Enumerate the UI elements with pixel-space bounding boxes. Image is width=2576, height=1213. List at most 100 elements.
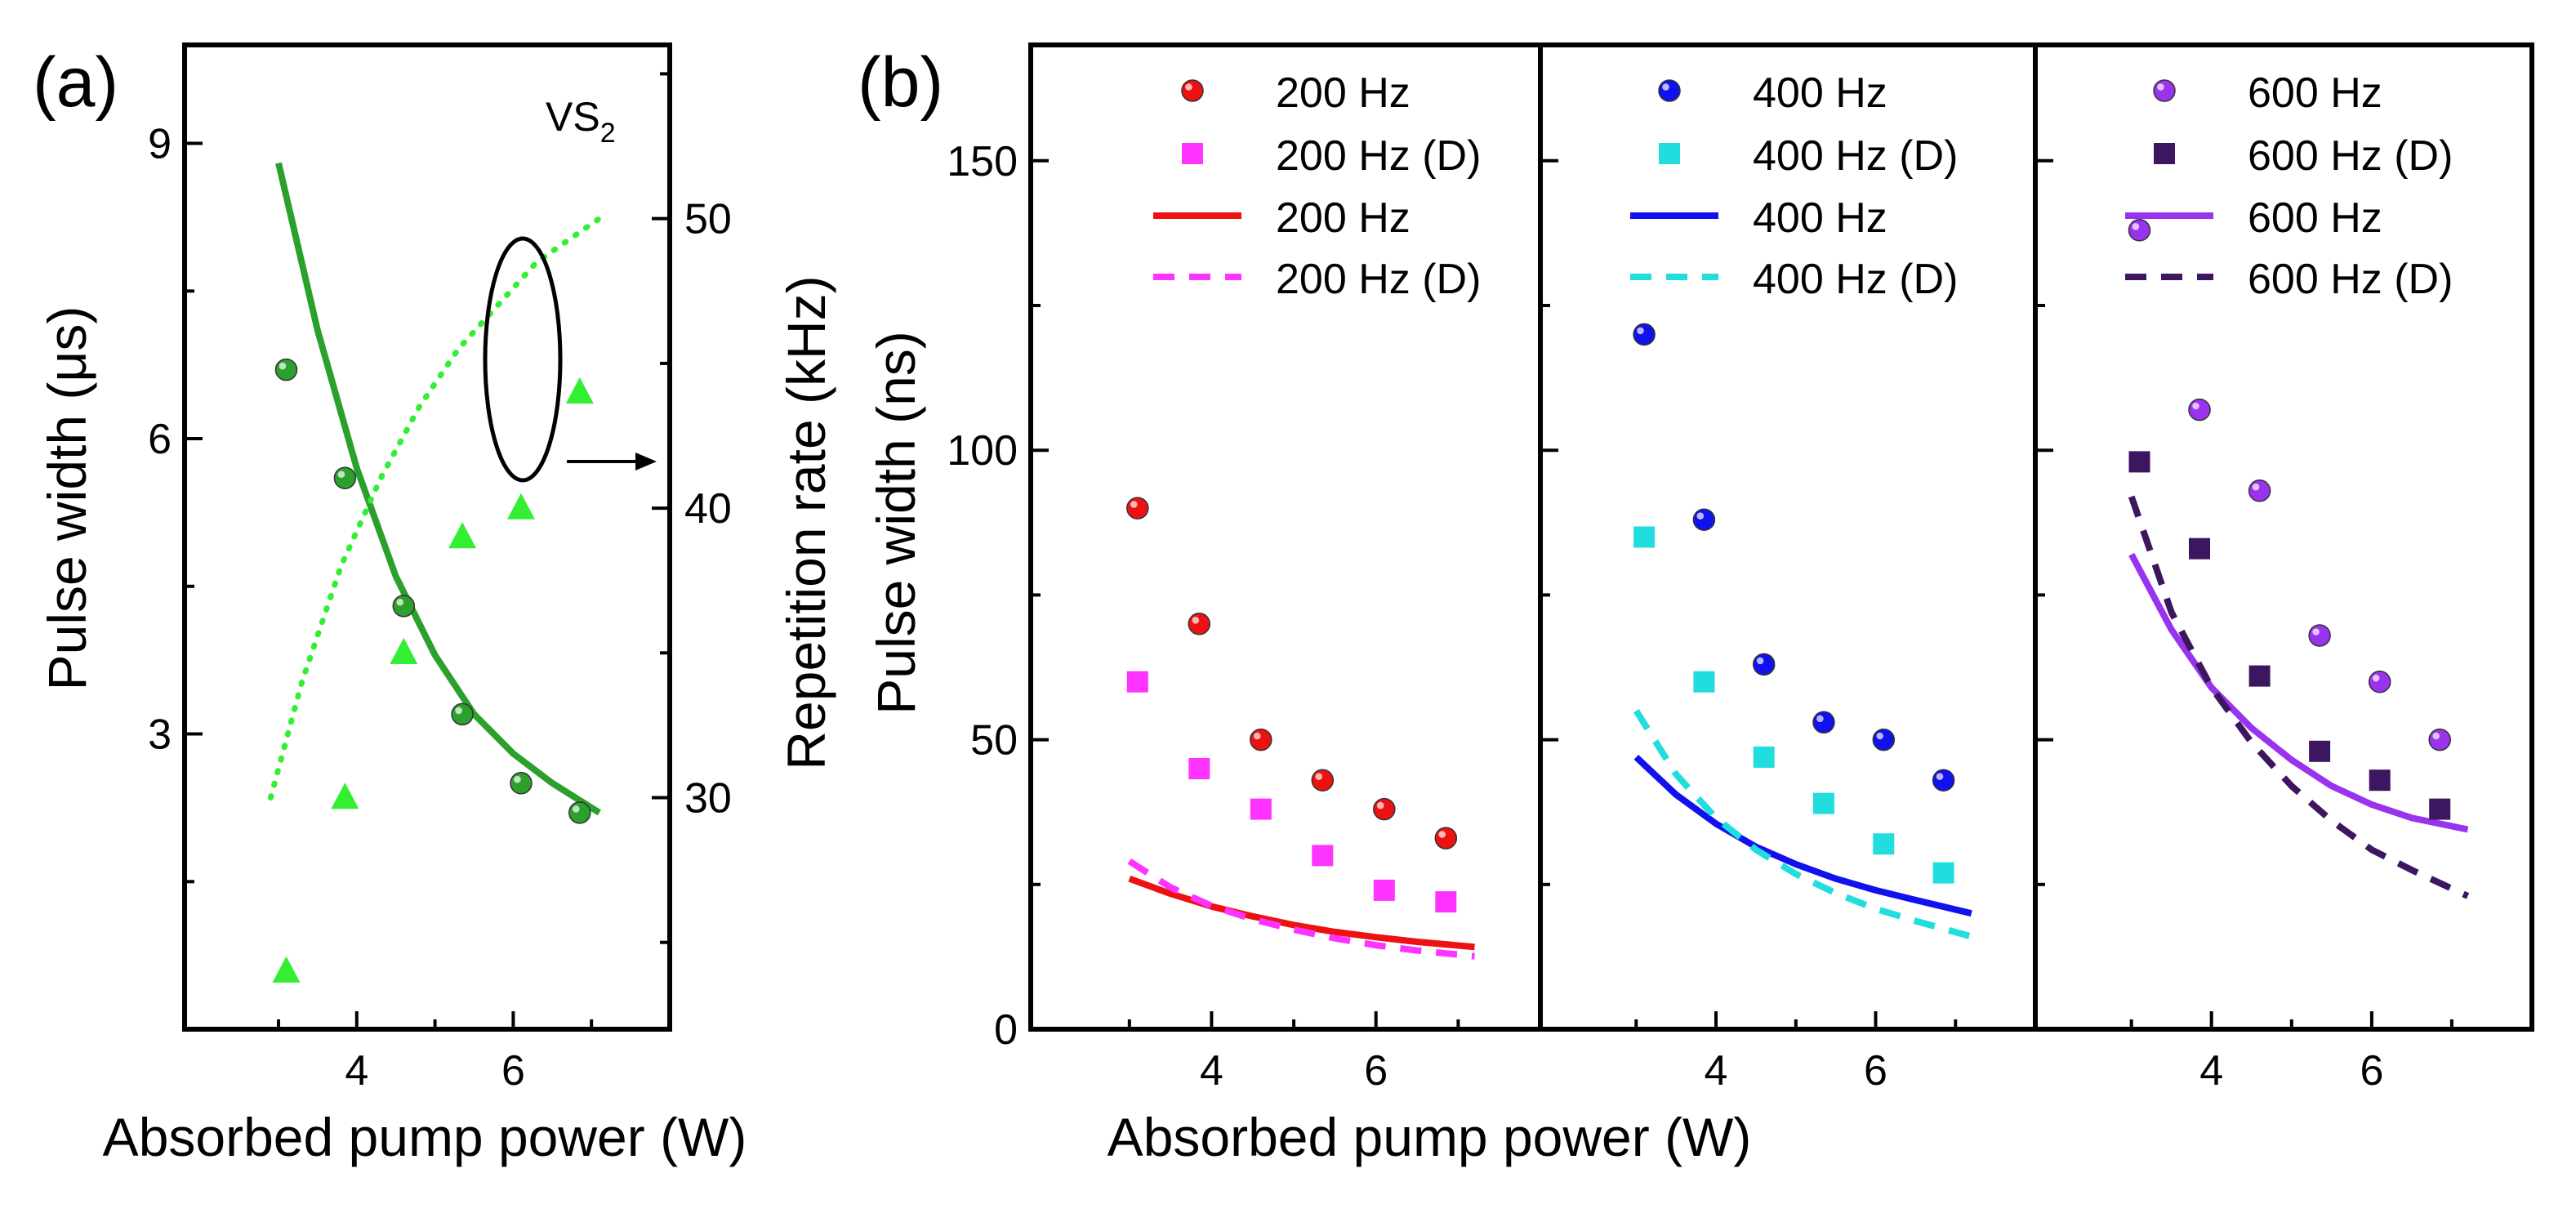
b-200-hz-d-square-point <box>1312 845 1334 867</box>
panel-b-xtick-label: 4 <box>2199 1047 2223 1095</box>
panel-b-xtick-label: 4 <box>1200 1047 1223 1095</box>
a-repetition-rate-data-point <box>390 637 418 664</box>
legend-marker-square <box>2154 143 2175 164</box>
a-repetition-rate-data-point <box>272 956 301 983</box>
b-400-hz-d-square-point <box>1753 746 1775 768</box>
panel-a-xtick-label: 6 <box>501 1047 525 1095</box>
legend-entry-200-hz-d-square: 200 Hz (D) <box>1182 132 1481 180</box>
vs2-annotation: VS2 <box>546 94 616 149</box>
b-200-hz-sphere-point <box>1188 613 1211 635</box>
b-400-hz-sphere-point <box>1692 508 1716 531</box>
b-600-hz-sphere-point <box>2368 670 2391 693</box>
b-200-hz-sphere-point <box>1434 827 1458 850</box>
legend-label: 200 Hz <box>1276 194 1411 242</box>
b-200-hz-d-square-point <box>1373 879 1395 901</box>
b-400-hz-d-square-point <box>1932 862 1954 884</box>
b-200-hz-d-square-point <box>1188 758 1210 779</box>
panel-a-ytick-left-label: 6 <box>148 416 172 463</box>
b-200-hz-d-dashed-curve <box>1127 858 1475 960</box>
b-600-hz-sphere-point <box>2428 728 2451 751</box>
legend-label: 600 Hz (D) <box>2248 256 2453 303</box>
b-400-hz-sphere-point <box>1752 653 1776 676</box>
panel-a-ylabel-right: Repetition rate (kHz) <box>776 275 836 769</box>
b-400-hz-d-square-point <box>1693 671 1715 693</box>
legend-entry-400-hz-d-dashed: 400 Hz (D) <box>1630 256 1958 303</box>
a-repetition-rate-data-point <box>565 377 594 404</box>
panel-a-ytick-right-label: 30 <box>684 775 732 823</box>
a-pulse-width-data-point <box>568 801 591 824</box>
panel-b-xtick-label: 6 <box>1364 1047 1388 1095</box>
a-repetition-rate-fit-curve <box>267 216 603 800</box>
legend-label: 400 Hz (D) <box>1753 256 1958 303</box>
b-200-hz-sphere-point <box>1373 797 1396 821</box>
legend-marker-square <box>1182 143 1203 164</box>
legend-marker-sphere <box>1658 79 1681 102</box>
highlight-ellipse <box>483 236 563 483</box>
b-600-hz-sphere-point <box>2248 479 2271 502</box>
legend-entry-600-hz-solid: 600 Hz <box>2125 194 2382 242</box>
legend-label: 600 Hz <box>2248 69 2382 117</box>
legend-entry-200-hz-d-dashed: 200 Hz (D) <box>1153 256 1481 303</box>
panel-label-a: (a) <box>33 43 118 122</box>
a-pulse-width-data-point <box>510 772 533 795</box>
legend-label: 200 Hz (D) <box>1276 132 1481 180</box>
panel-label-b: (b) <box>858 43 943 122</box>
b-200-hz-solid-curve <box>1128 875 1475 951</box>
b-400-hz-sphere-point <box>1932 769 1955 792</box>
b-600-hz-d-square-point <box>2248 665 2271 687</box>
a-pulse-width-data-point <box>451 702 474 726</box>
b-400-hz-d-square-point <box>1633 526 1656 548</box>
legend-entry-600-hz-d-dashed: 600 Hz (D) <box>2125 256 2453 303</box>
legend-marker-sphere <box>2153 79 2176 102</box>
b-400-hz-sphere-point <box>1872 728 1896 751</box>
right-axis-arrowhead <box>635 453 657 470</box>
b-600-hz-d-square-point <box>2189 537 2210 560</box>
legend-label: 400 Hz (D) <box>1753 132 1958 180</box>
panel-b-xtick-label: 6 <box>2360 1047 2383 1095</box>
a-pulse-width-data-point <box>392 595 416 618</box>
a-pulse-width-fit-curve <box>275 162 601 816</box>
legend-entry-400-hz-sphere: 400 Hz <box>1658 69 1887 117</box>
a-repetition-rate-data-point <box>448 522 477 549</box>
b-200-hz-sphere-point <box>1311 769 1335 792</box>
panel-b-frame <box>1028 42 2534 1032</box>
panel-a-frame <box>182 42 672 1032</box>
legend-label: 400 Hz <box>1753 194 1887 242</box>
legend-entry-400-hz-d-square: 400 Hz (D) <box>1659 132 1958 180</box>
b-400-hz-sphere-point <box>1633 323 1656 346</box>
legend-label: 200 Hz <box>1276 69 1411 117</box>
legend-label: 400 Hz <box>1753 69 1887 117</box>
b-200-hz-sphere-point <box>1250 728 1272 751</box>
legend-label: 200 Hz (D) <box>1276 256 1481 303</box>
panel-a-ytick-left-label: 3 <box>148 711 172 759</box>
b-600-hz-d-square-point <box>2369 769 2391 792</box>
b-600-hz-solid-curve <box>2128 552 2469 833</box>
frames-layer: 4 6 3 6 9 30 40 50 4 6 4 6 4 6 0 50 100 150 <box>148 42 2534 1095</box>
panel-a-ytick-left-label: 9 <box>148 121 172 168</box>
legend-entry-200-hz-solid: 200 Hz <box>1153 194 1411 242</box>
a-repetition-rate-data-point <box>331 783 359 809</box>
legend-label: 600 Hz (D) <box>2248 132 2453 180</box>
panel-b-xlabel: Absorbed pump power (W) <box>1108 1107 1752 1167</box>
legend-marker-sphere <box>1181 79 1204 102</box>
b-400-hz-solid-curve <box>1633 754 1972 917</box>
panel-a-ylabel-left: Pulse width (μs) <box>37 306 97 691</box>
panel-a-xlabel: Absorbed pump power (W) <box>103 1107 747 1167</box>
panel-a-ytick-right-label: 40 <box>684 485 732 533</box>
markers-layer <box>272 219 2451 983</box>
b-600-hz-sphere-point <box>2128 219 2151 242</box>
b-200-hz-sphere-point <box>1126 497 1149 520</box>
legend-layer: 200 Hz 200 Hz (D) 200 Hz 200 Hz (D) 400 Hz 40… <box>1153 69 2453 303</box>
panel-b-ytick-label: 0 <box>994 1006 1018 1054</box>
b-400-hz-d-dashed-curve <box>1633 708 1972 940</box>
panel-b-ytick-label: 100 <box>947 427 1018 475</box>
b-600-hz-d-dashed-curve <box>2128 495 2470 899</box>
a-pulse-width-data-point <box>333 466 357 489</box>
panel-b-xtick-label: 6 <box>1864 1047 1887 1095</box>
legend-entry-600-hz-sphere: 600 Hz <box>2153 69 2382 117</box>
annotation-layer: VS2 <box>483 94 657 483</box>
b-600-hz-d-square-point <box>2128 451 2150 473</box>
panel-b-ytick-label: 50 <box>970 717 1018 765</box>
b-400-hz-d-square-point <box>1873 833 1895 855</box>
